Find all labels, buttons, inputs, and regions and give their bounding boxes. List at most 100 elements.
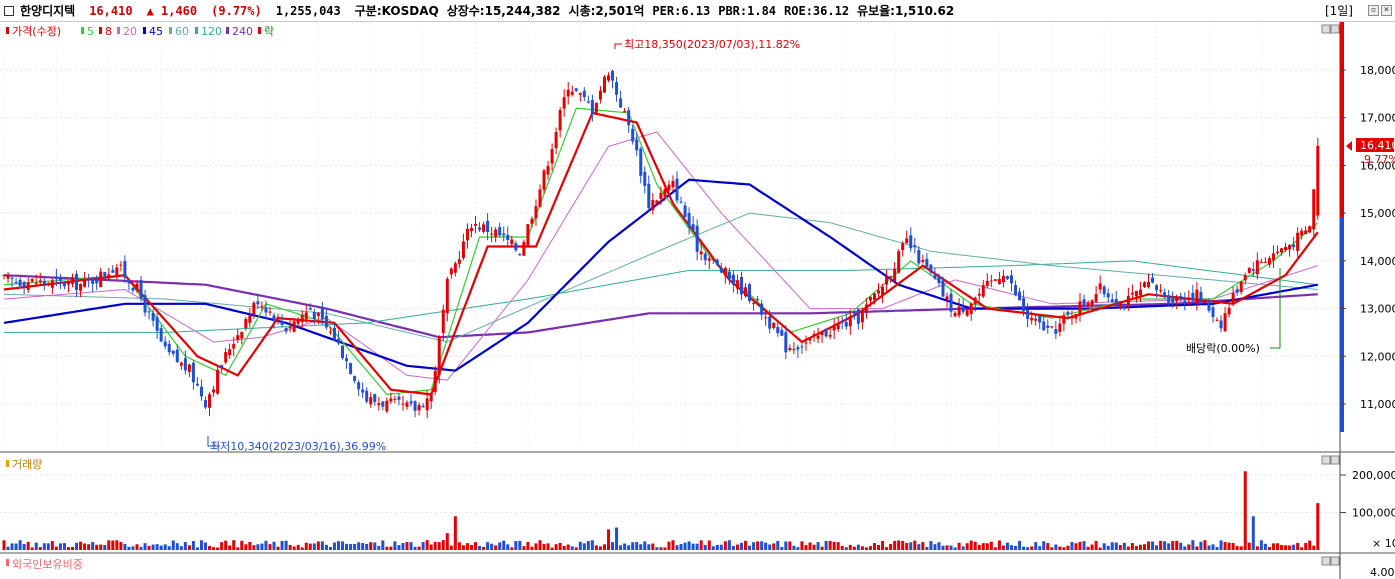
volume-bar	[659, 547, 663, 550]
restore-icon[interactable]: ▫	[1368, 5, 1379, 16]
candle-body	[1086, 302, 1090, 305]
price-panel-close-icon[interactable]	[1330, 24, 1340, 34]
candle-body	[611, 71, 615, 81]
candle-body	[808, 338, 812, 341]
volume-bar	[945, 545, 949, 550]
candle-body	[268, 311, 272, 313]
volume-bar	[1211, 544, 1215, 550]
volume-bar	[542, 543, 546, 550]
volume-bar	[474, 542, 478, 550]
volume-bar	[30, 547, 34, 550]
volume-bar	[1026, 547, 1030, 550]
candle-body	[1138, 289, 1142, 296]
volume-bar	[1034, 542, 1038, 550]
candle-body	[373, 394, 377, 402]
volume-bar	[586, 541, 590, 550]
volume-bar	[619, 545, 623, 550]
volume-bar	[598, 546, 602, 550]
volume-bar	[715, 544, 719, 550]
legend-ma5: 5	[87, 25, 94, 38]
volume-bar	[844, 547, 848, 550]
foreign-panel-max-icon[interactable]	[1321, 556, 1331, 566]
candle-body	[413, 401, 417, 411]
volume-bar	[220, 542, 224, 550]
volume-bar	[365, 543, 369, 550]
legend-ma20: 20	[123, 25, 137, 38]
volume-bar	[441, 540, 445, 550]
volume-bar	[1014, 545, 1018, 550]
candle-body	[852, 312, 856, 314]
volume-bar	[10, 543, 14, 550]
volume-bar	[183, 542, 187, 550]
volume-bar	[969, 540, 973, 550]
candle-body	[1227, 307, 1231, 315]
volume-bar	[909, 542, 913, 550]
volume-bar	[856, 544, 860, 550]
candle-body	[1010, 275, 1013, 284]
volume-bar	[1151, 541, 1155, 550]
candle-body	[167, 344, 171, 353]
price-tick-label: 13,000	[1360, 303, 1395, 316]
foreign-panel-close-icon[interactable]	[1330, 556, 1340, 566]
candle-body	[768, 316, 772, 329]
legend-ma120: 120	[201, 25, 222, 38]
volume-bar	[776, 540, 780, 550]
volume-bar	[54, 546, 58, 550]
candle-body	[804, 342, 808, 344]
candle-body	[566, 89, 570, 97]
candle-body	[1191, 292, 1195, 301]
close-icon[interactable]: ×	[1381, 5, 1392, 16]
volume-bar	[256, 544, 260, 550]
candle-body	[534, 206, 538, 219]
candle-body	[1187, 297, 1191, 300]
candle-body	[469, 227, 473, 232]
select-checkbox[interactable]	[4, 5, 14, 16]
price-change-pct: (9.77%)	[211, 3, 262, 18]
candle-body	[602, 76, 606, 93]
candle-body	[1183, 300, 1187, 303]
volume-panel-close-icon[interactable]	[1330, 455, 1340, 465]
candle-body	[445, 278, 449, 314]
price-panel-max-icon[interactable]	[1321, 24, 1331, 34]
volume-bar	[566, 544, 570, 550]
current-price: 16,410	[89, 3, 133, 18]
volume-panel-max-icon[interactable]	[1321, 455, 1331, 465]
candle-body	[1030, 317, 1034, 321]
volume-bar	[385, 546, 389, 550]
volume-bar	[453, 516, 457, 550]
candle-body	[832, 325, 836, 331]
volume-bar	[1267, 546, 1271, 550]
ma60-line	[3, 212, 1318, 343]
volume-bar	[1054, 544, 1058, 550]
candle-body	[969, 303, 973, 314]
volume-bar	[199, 540, 203, 550]
volume-bar	[1098, 547, 1102, 550]
candle-body	[304, 312, 308, 320]
volume-bar	[514, 541, 518, 550]
candle-body	[893, 268, 897, 282]
volume-bar	[99, 544, 103, 550]
candle-body	[248, 315, 252, 323]
volume-bar	[292, 546, 296, 550]
candle-body	[655, 200, 659, 204]
volume-bar	[224, 540, 228, 550]
volume-bar	[316, 541, 320, 550]
period-selector[interactable]: [1일]	[1324, 4, 1353, 18]
volume-bar	[570, 546, 574, 550]
candle-body	[836, 324, 840, 330]
candle-body	[183, 358, 187, 371]
candle-body	[578, 93, 582, 95]
chart-canvas: 11,000 12,000 13,000 14,000 15,000 16,000 17,0…	[0, 22, 1395, 579]
volume-bar	[780, 546, 784, 550]
candle-body	[739, 276, 743, 295]
candle-body	[240, 332, 244, 339]
candle-body	[631, 128, 635, 142]
candle-body	[719, 267, 723, 273]
candle-body	[478, 227, 482, 230]
volume-bar	[1106, 545, 1110, 550]
volume-bar	[796, 547, 800, 550]
candle-body	[965, 309, 969, 316]
candle-body	[332, 327, 336, 341]
volume-bar	[828, 540, 832, 550]
low-label: 최저10,340(2023/03/16),36.99%	[210, 440, 386, 453]
